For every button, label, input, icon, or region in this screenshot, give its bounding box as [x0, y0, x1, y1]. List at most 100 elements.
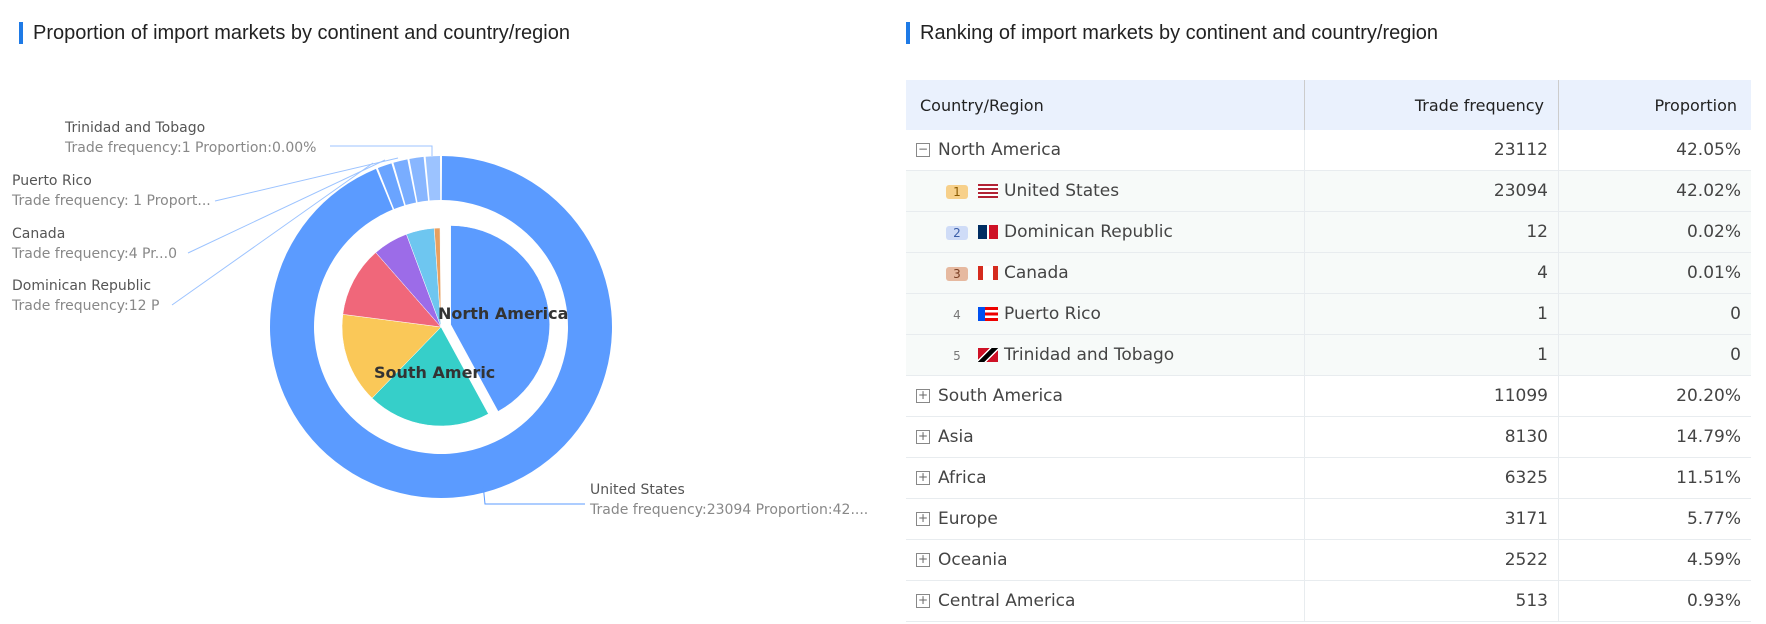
- cell-country: + Central America: [906, 580, 1305, 622]
- outer-label-name: Dominican Republic: [12, 278, 151, 294]
- cell-frequency: 513: [1304, 580, 1559, 622]
- cell-proportion: 14.79%: [1558, 416, 1751, 458]
- table-row: 5 Trinidad and Tobago 1 0: [906, 334, 1751, 376]
- rank-badge: 3: [946, 267, 968, 281]
- country-name: Oceania: [938, 550, 1008, 570]
- cell-frequency: 12: [1304, 211, 1559, 253]
- inner-slice-south-america[interactable]: [371, 326, 489, 427]
- left-section-title: Proportion of import markets by continen…: [19, 22, 570, 44]
- cell-proportion: 42.02%: [1558, 170, 1751, 212]
- inner-label-south-america: South Americ: [374, 363, 495, 382]
- inner-label-north-america: North America: [438, 304, 568, 323]
- cell-frequency: 8130: [1304, 416, 1559, 458]
- flag-pr-icon: [978, 307, 998, 321]
- rank-badge: 4: [953, 308, 961, 322]
- inner-slice-asia[interactable]: [341, 314, 442, 399]
- outer-slice-canada[interactable]: [393, 159, 417, 206]
- flag-ca-icon: [978, 266, 998, 280]
- table-row: 4 Puerto Rico 1 0: [906, 293, 1751, 335]
- country-name: United States: [1004, 181, 1120, 201]
- country-name: Trinidad and Tobago: [1004, 345, 1175, 365]
- outer-label-detail: Trade frequency:1 Proportion:0.00%: [64, 140, 316, 156]
- collapse-icon[interactable]: −: [916, 142, 930, 157]
- header-country[interactable]: Country/Region: [906, 80, 1305, 130]
- table-row-group: + Oceania 2522 4.59%: [906, 539, 1751, 581]
- expand-icon[interactable]: +: [916, 429, 930, 444]
- cell-proportion: 42.05%: [1558, 130, 1751, 171]
- cell-country: 3 Canada: [906, 252, 1305, 294]
- table-row: 1 United States 23094 42.02%: [906, 170, 1751, 212]
- inner-slice-africa[interactable]: [342, 252, 442, 328]
- expand-icon[interactable]: +: [916, 511, 930, 526]
- outer-label-name: Puerto Rico: [12, 173, 92, 189]
- outer-label-name: Trinidad and Tobago: [64, 120, 205, 136]
- table-row-group: − North America 23112 42.05%: [906, 130, 1751, 171]
- table-row-group: + Africa 6325 11.51%: [906, 457, 1751, 499]
- cell-country: 1 United States: [906, 170, 1305, 212]
- outer-label-name: Canada: [12, 226, 65, 242]
- expand-icon[interactable]: +: [916, 552, 930, 567]
- table-row-group: + Asia 8130 14.79%: [906, 416, 1751, 458]
- country-name: Dominican Republic: [1004, 222, 1173, 242]
- inner-slice-north-america[interactable]: [450, 225, 550, 412]
- outer-label-detail: Trade frequency:12 P: [11, 298, 159, 314]
- expand-icon[interactable]: +: [916, 593, 930, 608]
- label-leader-line: [330, 145, 433, 156]
- table-row-group: + Central America 513 0.93%: [906, 580, 1751, 622]
- cell-proportion: 0.02%: [1558, 211, 1751, 253]
- cell-proportion: 11.51%: [1558, 457, 1751, 499]
- right-section-title: Ranking of import markets by continent a…: [906, 22, 1438, 44]
- outer-label-detail: Trade frequency:23094 Proportion:42....: [589, 502, 868, 518]
- flag-tt-icon: [978, 348, 998, 362]
- expand-icon[interactable]: +: [916, 470, 930, 485]
- table-row: 2 Dominican Republic 12 0.02%: [906, 211, 1751, 253]
- outer-slice-trinidad-and-tobago[interactable]: [425, 156, 441, 201]
- cell-frequency: 1: [1304, 293, 1559, 335]
- header-frequency[interactable]: Trade frequency: [1304, 80, 1559, 130]
- outer-slice-dominican-republic[interactable]: [377, 163, 405, 209]
- rank-badge: 5: [953, 349, 961, 363]
- label-leader-line: [187, 159, 386, 254]
- cell-frequency: 3171: [1304, 498, 1559, 540]
- rank-badge: 1: [946, 185, 968, 199]
- cell-proportion: 20.20%: [1558, 375, 1751, 417]
- outer-label-name: United States: [590, 482, 685, 498]
- table-row-group: + Europe 3171 5.77%: [906, 498, 1751, 540]
- cell-frequency: 2522: [1304, 539, 1559, 581]
- cell-proportion: 5.77%: [1558, 498, 1751, 540]
- cell-country: 5 Trinidad and Tobago: [906, 334, 1305, 376]
- cell-country: + Oceania: [906, 539, 1305, 581]
- cell-proportion: 0: [1558, 293, 1751, 335]
- cell-proportion: 4.59%: [1558, 539, 1751, 581]
- expand-icon[interactable]: +: [916, 388, 930, 403]
- cell-country: + Africa: [906, 457, 1305, 499]
- country-name: Central America: [938, 591, 1076, 611]
- cell-frequency: 4: [1304, 252, 1559, 294]
- cell-frequency: 23094: [1304, 170, 1559, 212]
- cell-country: 2 Dominican Republic: [906, 211, 1305, 253]
- label-leader-line: [171, 162, 374, 306]
- rank-badge: 2: [946, 226, 968, 240]
- country-name: Puerto Rico: [1004, 304, 1101, 324]
- country-name: Africa: [938, 468, 987, 488]
- cell-country: + South America: [906, 375, 1305, 417]
- cell-frequency: 11099: [1304, 375, 1559, 417]
- cell-country: + Europe: [906, 498, 1305, 540]
- cell-country: + Asia: [906, 416, 1305, 458]
- cell-proportion: 0.01%: [1558, 252, 1751, 294]
- cell-proportion: 0: [1558, 334, 1751, 376]
- cell-frequency: 1: [1304, 334, 1559, 376]
- cell-proportion: 0.93%: [1558, 580, 1751, 622]
- label-leader-line: [482, 483, 585, 505]
- cell-country: 4 Puerto Rico: [906, 293, 1305, 335]
- country-name: North America: [938, 140, 1062, 160]
- ranking-table: Country/Region Trade frequency Proportio…: [906, 80, 1751, 622]
- inner-slice-central-america[interactable]: [433, 227, 442, 328]
- outer-slice-puerto-rico[interactable]: [409, 156, 429, 203]
- country-name: South America: [938, 386, 1063, 406]
- outer-label-detail: Trade frequency: 1 Proport...: [11, 193, 211, 209]
- header-proportion[interactable]: Proportion: [1558, 80, 1751, 130]
- label-leader-line: [214, 157, 399, 202]
- flag-do-icon: [978, 225, 998, 239]
- flag-us-icon: [978, 184, 998, 198]
